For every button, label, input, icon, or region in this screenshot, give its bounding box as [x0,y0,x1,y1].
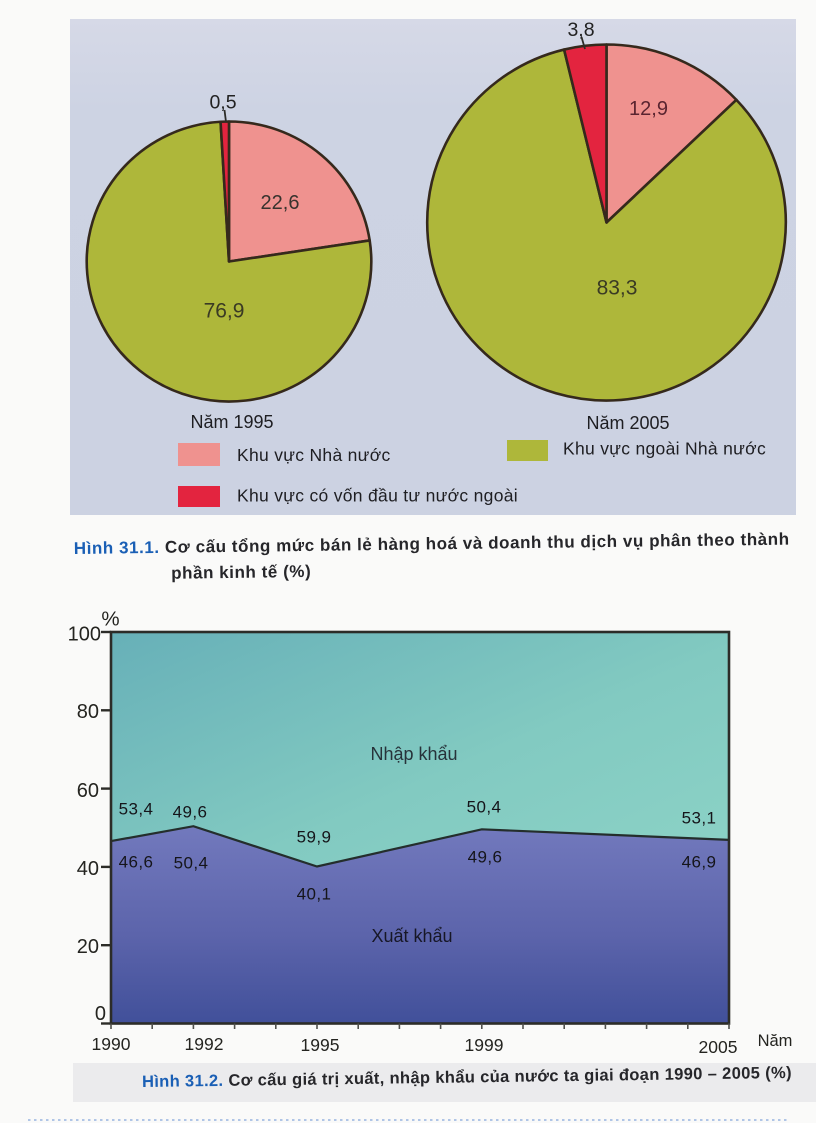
svg-text:46,9: 46,9 [682,853,717,872]
svg-text:49,6: 49,6 [173,803,208,822]
svg-text:Khu vực Nhà nước: Khu vực Nhà nước [237,445,391,465]
svg-text:Xuất khẩu: Xuất khẩu [371,926,452,946]
svg-text:40: 40 [77,858,99,880]
svg-text:100: 100 [68,624,101,646]
svg-text:53,1: 53,1 [682,809,717,828]
svg-text:%: % [101,608,119,631]
svg-text:46,6: 46,6 [119,853,154,872]
svg-text:0,5: 0,5 [209,92,236,114]
svg-text:12,9: 12,9 [629,98,668,120]
svg-text:80: 80 [77,701,99,723]
svg-text:0: 0 [95,1003,106,1025]
svg-text:49,6: 49,6 [468,848,503,867]
svg-text:22,6: 22,6 [261,192,300,214]
svg-text:1999: 1999 [465,1035,504,1055]
svg-text:Năm 1995: Năm 1995 [190,412,273,432]
svg-text:40,1: 40,1 [297,885,332,904]
svg-text:1990: 1990 [92,1034,131,1054]
svg-text:50,4: 50,4 [174,854,209,873]
svg-text:50,4: 50,4 [467,798,502,817]
svg-text:53,4: 53,4 [119,800,154,819]
svg-text:Nhập khẩu: Nhập khẩu [370,744,457,764]
svg-text:1995: 1995 [301,1035,340,1055]
svg-text:Khu vực ngoài Nhà nước: Khu vực ngoài Nhà nước [563,439,766,459]
svg-text:76,9: 76,9 [204,300,245,323]
svg-text:Khu vực có vốn đầu tư nước ngo: Khu vực có vốn đầu tư nước ngoài [237,486,518,506]
svg-text:Năm 2005: Năm 2005 [586,413,669,433]
svg-text:1992: 1992 [185,1034,224,1054]
svg-text:20: 20 [77,936,99,958]
svg-text:83,3: 83,3 [597,277,638,300]
svg-text:2005: 2005 [699,1037,738,1057]
svg-text:60: 60 [77,780,99,802]
svg-text:Năm: Năm [758,1032,793,1050]
svg-text:3,8: 3,8 [567,19,594,41]
svg-text:59,9: 59,9 [297,828,332,847]
